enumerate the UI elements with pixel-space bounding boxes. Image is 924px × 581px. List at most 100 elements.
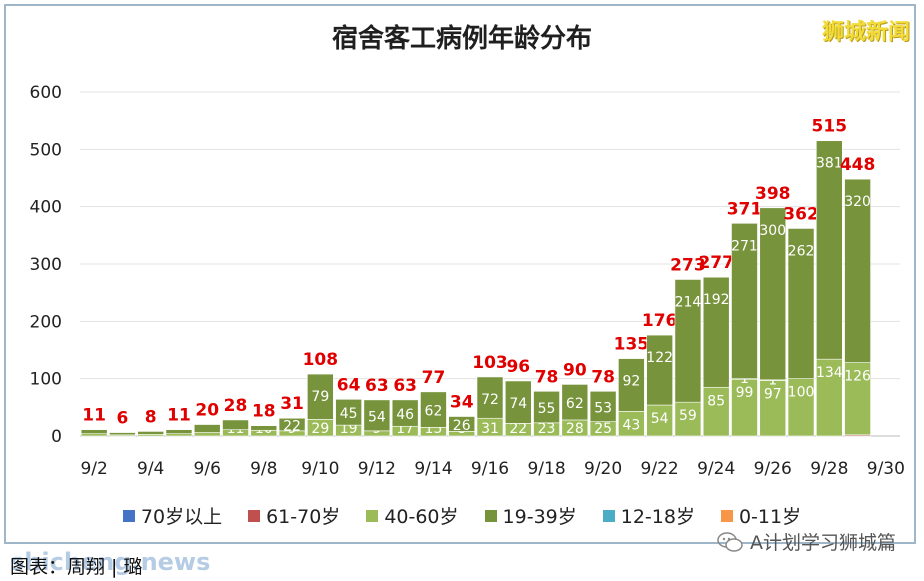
bar-total-label: 8 [145, 407, 157, 427]
segment-value-label: 43 [622, 417, 640, 433]
bar-segment-age-19-39 [307, 373, 334, 420]
x-tick-label: 9/26 [754, 459, 792, 479]
bar-total-label: 448 [840, 155, 876, 175]
y-tick-label: 100 [30, 370, 62, 390]
bar-segment-age-19-39 [193, 424, 221, 433]
segment-value-label: 122 [646, 350, 673, 366]
segment-value-label: 1 [740, 371, 749, 387]
legend-swatch [602, 509, 615, 522]
segment-value-label: 126 [844, 369, 871, 385]
bar-segment-age-19-39 [589, 390, 617, 422]
segment-value-label: 25 [594, 421, 612, 437]
bar-total-label: 6 [116, 409, 128, 429]
bar-segment-age-19-39 [504, 380, 532, 424]
bar-segment-age-40-60 [165, 433, 193, 437]
bar-segment-age-19-39 [278, 417, 306, 432]
bar-total-label: 11 [167, 406, 191, 426]
x-tick-label: 9/16 [471, 459, 509, 479]
segment-value-label: 22 [509, 421, 527, 437]
bar-total-label: 515 [812, 117, 848, 137]
bar-segment-age-19-39 [646, 334, 673, 406]
bar-segment-age-40-60 [674, 401, 702, 437]
watermark: 狮城新闻 [821, 20, 910, 45]
segment-value-label: 300 [759, 223, 786, 239]
legend-swatch [720, 509, 733, 522]
bar-total-label: 77 [422, 368, 446, 388]
bar-total-label: 277 [698, 253, 734, 273]
y-tick-label: 400 [30, 198, 62, 218]
legend-item: 70岁以上 [122, 502, 222, 529]
bar-total-label: 362 [783, 204, 819, 224]
segment-value-label: 320 [844, 194, 871, 210]
bar-total-label: 11 [82, 406, 106, 426]
legend-item: 61-70岁 [248, 502, 340, 529]
legend-swatch [122, 509, 135, 522]
segment-value-label: 1 [768, 372, 777, 388]
segment-value-label: 55 [538, 401, 556, 417]
y-tick-label: 300 [30, 255, 62, 275]
segment-value-label: 31 [481, 421, 499, 437]
bar-total-label: 273 [670, 255, 706, 275]
bar-segment-age-19-39 [250, 425, 278, 431]
legend-item: 12-18岁 [602, 502, 695, 529]
bar-segment-age-40-60 [618, 411, 645, 437]
brand-label: A计划学习狮城篇 [716, 528, 896, 555]
legend-item: 19-39岁 [484, 502, 577, 529]
bar-segment-age-19-39 [109, 432, 136, 436]
segment-value-label: 62 [425, 404, 443, 420]
bar-segment-age-19-39 [533, 390, 560, 424]
segment-value-label: 59 [679, 408, 697, 424]
bar-segment-age-19-39 [80, 429, 108, 435]
bar-segment-age-19-39 [448, 416, 476, 432]
bar-segment-age-19-39 [561, 384, 589, 421]
segment-value-label: 45 [340, 406, 358, 422]
segment-value-label: 99 [736, 385, 754, 401]
legend-label: 40-60岁 [384, 506, 459, 528]
segment-value-label: 29 [311, 421, 329, 437]
segment-value-label: 134 [816, 365, 843, 381]
chart-area: 0100200300400500600116811620112810189223… [30, 83, 905, 479]
bar-segment-age-19-39 [787, 228, 815, 379]
segment-value-label: 381 [816, 156, 843, 172]
segment-value-label: 23 [538, 421, 556, 437]
bar-segment-age-19-39 [759, 207, 787, 381]
bar-segment-age-40-60 [646, 404, 673, 437]
segment-value-label: 97 [764, 386, 782, 402]
legend-item: 40-60岁 [366, 502, 459, 529]
segment-value-label: 62 [566, 396, 584, 412]
legend-label: 19-39岁 [502, 506, 577, 528]
bar-segment-age-19-39 [476, 376, 504, 419]
bar-total-label: 63 [393, 376, 417, 396]
chart-caption: 图表：周翔 | 璐 [10, 556, 143, 578]
bar-total-label: 108 [303, 350, 339, 370]
legend: 70岁以上 61-70岁 40-60岁 19-39岁 12-18岁 0-11岁 [0, 502, 924, 529]
x-tick-label: 9/22 [641, 459, 679, 479]
bar-segment-age-40-60 [759, 380, 787, 437]
bar-segment-age-19-39 [702, 276, 730, 388]
bar-segment-age-19-39 [222, 419, 249, 430]
legend-swatch [366, 509, 379, 522]
bar-total-label: 135 [614, 335, 650, 355]
x-tick-label: 9/14 [414, 459, 452, 479]
bar-segment-age-19-39 [420, 391, 447, 428]
x-tick-label: 9/12 [358, 459, 396, 479]
x-tick-label: 9/20 [584, 459, 622, 479]
segment-value-label: 46 [396, 407, 414, 423]
segment-value-label: 262 [788, 243, 815, 259]
bar-total-label: 103 [472, 353, 508, 373]
x-tick-label: 9/4 [137, 459, 164, 479]
bar-segment-age-19-39 [816, 140, 843, 360]
bar-total-label: 398 [755, 184, 791, 204]
bar-segment-age-40-60 [702, 386, 730, 437]
bar-segment-age-40-60 [844, 362, 871, 436]
x-tick-label: 9/30 [867, 459, 905, 479]
brand-text: A计划学习狮城篇 [750, 532, 896, 554]
bar-segment-age-19-39 [844, 178, 871, 363]
segment-value-label: 92 [622, 374, 640, 390]
segment-value-label: 22 [283, 419, 301, 435]
wechat-icon [717, 531, 743, 552]
bar-total-label: 31 [280, 394, 304, 414]
bar-total-label: 18 [252, 402, 276, 422]
x-tick-label: 9/2 [80, 459, 107, 479]
segment-value-label: 192 [703, 292, 730, 308]
